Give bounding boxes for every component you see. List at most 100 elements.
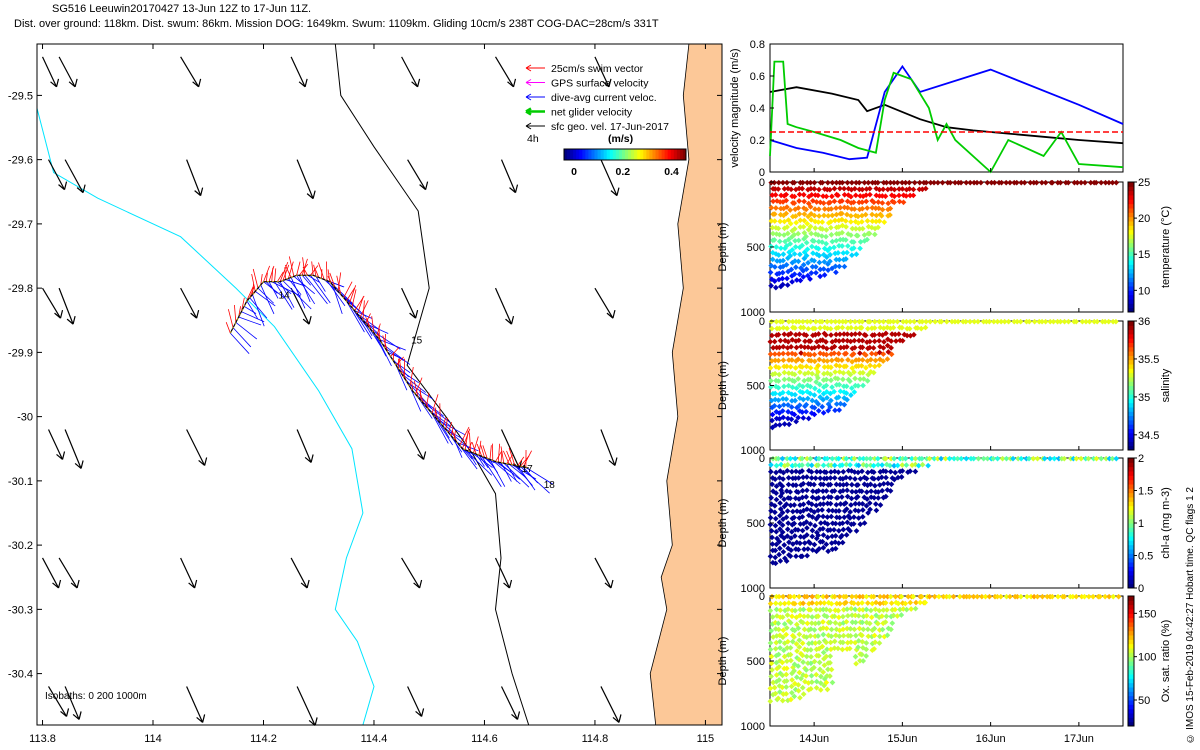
profile-point [864, 496, 870, 502]
profile-point [815, 401, 822, 407]
profile-point [825, 267, 831, 274]
swim-vector [431, 394, 439, 414]
swim-vector [251, 273, 256, 292]
profile-point [869, 204, 876, 211]
profile-point [781, 542, 788, 548]
profile-point [812, 225, 819, 231]
profile-point [775, 384, 782, 391]
profile-point [800, 415, 807, 421]
profile-point [817, 666, 823, 673]
profile-point [808, 672, 815, 679]
profile-point [863, 352, 869, 358]
profile-point [1071, 179, 1078, 186]
profile-point [821, 364, 828, 370]
profile-point [804, 647, 811, 653]
profile-point [1018, 455, 1025, 462]
profile-point [827, 186, 833, 193]
profile-point [844, 487, 850, 494]
profile-point [828, 513, 835, 520]
colorbar-segment [597, 149, 602, 160]
profile-point [797, 540, 803, 547]
profile-point [832, 263, 839, 270]
profile-point [896, 186, 902, 192]
profile-point [769, 192, 776, 198]
geo-vector [186, 429, 206, 466]
colorbar-segment [1128, 364, 1134, 369]
profile-point [780, 179, 786, 186]
profile-point [820, 488, 826, 495]
profile-point [843, 599, 849, 606]
profile-point [859, 318, 866, 325]
profile-point [840, 606, 847, 613]
profile-point [829, 238, 836, 245]
profile-point [954, 455, 961, 462]
profile-point [1097, 593, 1103, 600]
profile-point [803, 673, 809, 679]
profile-point [836, 508, 842, 514]
profile-point [804, 487, 810, 494]
profile-point [815, 362, 822, 369]
profile-point [800, 396, 807, 403]
profile-point [872, 482, 878, 489]
profile-point [780, 350, 787, 357]
profile-point [864, 205, 871, 211]
profile-point [852, 318, 858, 325]
swim-vector [506, 450, 513, 465]
profile-point [858, 651, 865, 658]
profile-point [801, 217, 808, 224]
profile-point [884, 356, 891, 362]
profile-point [820, 606, 827, 613]
profile-point [809, 533, 816, 540]
profile-point [776, 231, 783, 238]
profile-point [781, 331, 788, 338]
dac-vector [277, 281, 292, 295]
dac-vector [398, 369, 419, 384]
profile-point [783, 363, 790, 370]
colorbar-segment [655, 149, 660, 160]
profile-point [804, 593, 810, 600]
profile-point [851, 206, 858, 212]
profile-point [949, 318, 955, 325]
profile-point [815, 593, 821, 600]
profile-point [799, 179, 806, 186]
profile-point [837, 331, 843, 338]
profile-point [889, 331, 895, 337]
profile-point [907, 599, 914, 606]
profile-point [837, 388, 844, 395]
profile-point [1109, 179, 1116, 186]
profile-point [785, 520, 792, 526]
chart-title-line2: Dist. over ground: 118km. Dist. swum: 86… [14, 18, 659, 30]
profile-point [887, 468, 894, 475]
swim-vector [489, 445, 492, 460]
profile-point [787, 241, 794, 247]
profile-point [799, 389, 806, 396]
profile-point [884, 632, 891, 639]
profile-point [807, 481, 814, 488]
profile-point [770, 230, 776, 237]
profile-point [800, 691, 807, 697]
profile-point [1091, 318, 1098, 325]
profile-point [803, 239, 810, 246]
profile-point [808, 185, 814, 192]
colorbar-segment [640, 149, 644, 160]
profile-point [888, 626, 894, 633]
profile-point [890, 318, 897, 325]
colorbar-segment [1128, 553, 1134, 559]
profile-point [875, 620, 881, 627]
swim-vector [302, 266, 309, 276]
profile-point [808, 357, 814, 364]
dac-vector [376, 336, 392, 367]
profile-point [892, 469, 899, 476]
geo-vector [594, 56, 610, 88]
colorbar-segment [1128, 351, 1134, 356]
profile-point [809, 243, 815, 250]
profile-point [811, 404, 818, 411]
profile-point [771, 211, 778, 217]
profile-point [1039, 593, 1046, 600]
profile-point [811, 186, 818, 192]
profile-point [840, 376, 846, 383]
profile-point [799, 640, 806, 647]
profile-point [831, 488, 838, 494]
profile-point [926, 455, 933, 462]
dac-vector [346, 300, 365, 333]
